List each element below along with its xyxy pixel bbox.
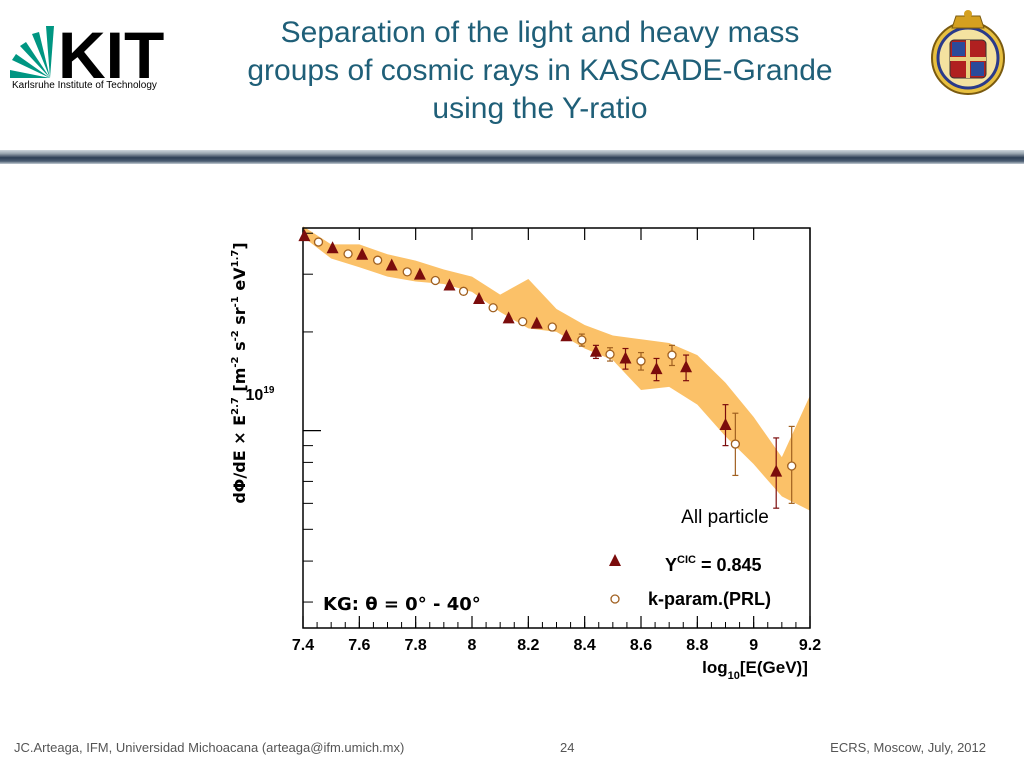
chart: 7.4 7.6 7.8 8 8.2 8.4 8.6 8.8 9 9.2 1019 All part… bbox=[215, 215, 830, 695]
data-point-kparam bbox=[372, 255, 383, 265]
kit-logo-mark: KIT bbox=[10, 18, 164, 92]
kit-logo-subtitle: Karlsruhe Institute of Technology bbox=[12, 80, 157, 91]
x-tick-label: 7.8 bbox=[405, 637, 427, 654]
data-point-ycic bbox=[443, 278, 456, 291]
data-point-ycic bbox=[413, 267, 426, 280]
data-point-ycic bbox=[770, 464, 783, 477]
data-point-ycic bbox=[650, 362, 663, 375]
data-point-ycic bbox=[298, 229, 311, 242]
footer-page-number: 24 bbox=[560, 740, 575, 755]
x-tick-label: 8 bbox=[468, 637, 477, 654]
data-point-ycic bbox=[530, 316, 543, 329]
data-point-ycic bbox=[473, 292, 486, 305]
data-point-ycic bbox=[560, 329, 573, 342]
data-point-ycic bbox=[619, 351, 632, 364]
y-axis-label: dΦ/dE × E2.7 [m-2 s-2 sr-1 eV1.7] bbox=[230, 242, 249, 503]
y-tick-label-1e19: 1019 bbox=[246, 385, 275, 404]
x-axis-label: log10[E(GeV)] bbox=[702, 658, 808, 682]
footer-event: ECRS, Moscow, July, 2012 bbox=[830, 740, 986, 755]
x-tick-label: 7.4 bbox=[292, 637, 314, 654]
legend-marker-circle bbox=[610, 594, 620, 604]
data-point-kparam bbox=[343, 249, 353, 259]
kit-rays-icon bbox=[10, 26, 54, 78]
systematic-band bbox=[303, 226, 810, 511]
slide-title-line-3: using the Y-ratio bbox=[432, 92, 648, 125]
data-point-ycic bbox=[719, 418, 732, 431]
annotation-all-particle: All particle bbox=[681, 507, 769, 528]
x-tick-label: 9 bbox=[749, 637, 758, 654]
x-tick-label: 8.2 bbox=[517, 637, 539, 654]
header-divider bbox=[0, 150, 1024, 164]
kit-logo-text: KIT bbox=[58, 18, 164, 92]
data-point-kparam bbox=[518, 316, 528, 327]
data-point-kparam bbox=[402, 267, 412, 277]
x-tick-label: 8.8 bbox=[686, 637, 708, 654]
slide-title-line-2: groups of cosmic rays in KASCADE-Grande bbox=[247, 54, 833, 87]
data-point-kparam bbox=[488, 303, 498, 313]
chart-svg: 7.4 7.6 7.8 8 8.2 8.4 8.6 8.8 9 9.2 1019 All part… bbox=[230, 226, 821, 682]
data-point-ycic bbox=[356, 247, 369, 260]
x-tick-label: 7.6 bbox=[348, 637, 370, 654]
x-tick-label: 8.6 bbox=[630, 637, 652, 654]
data-point-kparam bbox=[787, 461, 797, 471]
data-point-kparam bbox=[577, 335, 587, 345]
footer-author: JC.Arteaga, IFM, Universidad Michoacana … bbox=[14, 740, 405, 755]
legend-marker-triangle bbox=[609, 554, 621, 566]
data-point-kparam bbox=[430, 275, 441, 286]
x-tick-label: 8.4 bbox=[574, 637, 596, 654]
slide-title-line-1: Separation of the light and heavy mass bbox=[280, 16, 800, 49]
data-point-kparam bbox=[636, 356, 646, 366]
data-point-kparam bbox=[730, 439, 741, 449]
data-point-kparam bbox=[547, 322, 557, 332]
university-seal-icon bbox=[928, 8, 1008, 98]
data-point-ycic bbox=[680, 360, 693, 373]
x-tick-label: 9.2 bbox=[799, 637, 821, 654]
data-point-ycic bbox=[385, 258, 398, 271]
legend-label-ycic: YCIC = 0.845 bbox=[665, 554, 762, 575]
data-point-ycic bbox=[502, 311, 515, 324]
legend-label-kparam: k-param.(PRL) bbox=[648, 589, 771, 609]
data-point-kparam bbox=[313, 237, 324, 247]
data-point-ycic bbox=[589, 344, 602, 357]
kg-label: KG: θ = 0° - 40° bbox=[323, 594, 481, 615]
data-point-kparam bbox=[458, 286, 469, 296]
kit-logo: KIT bbox=[10, 12, 180, 94]
slide-title: Separation of the light and heavy mass g… bbox=[195, 14, 885, 128]
data-point-kparam bbox=[667, 350, 677, 360]
data-point-ycic bbox=[326, 241, 339, 254]
data-point-kparam bbox=[605, 349, 615, 359]
